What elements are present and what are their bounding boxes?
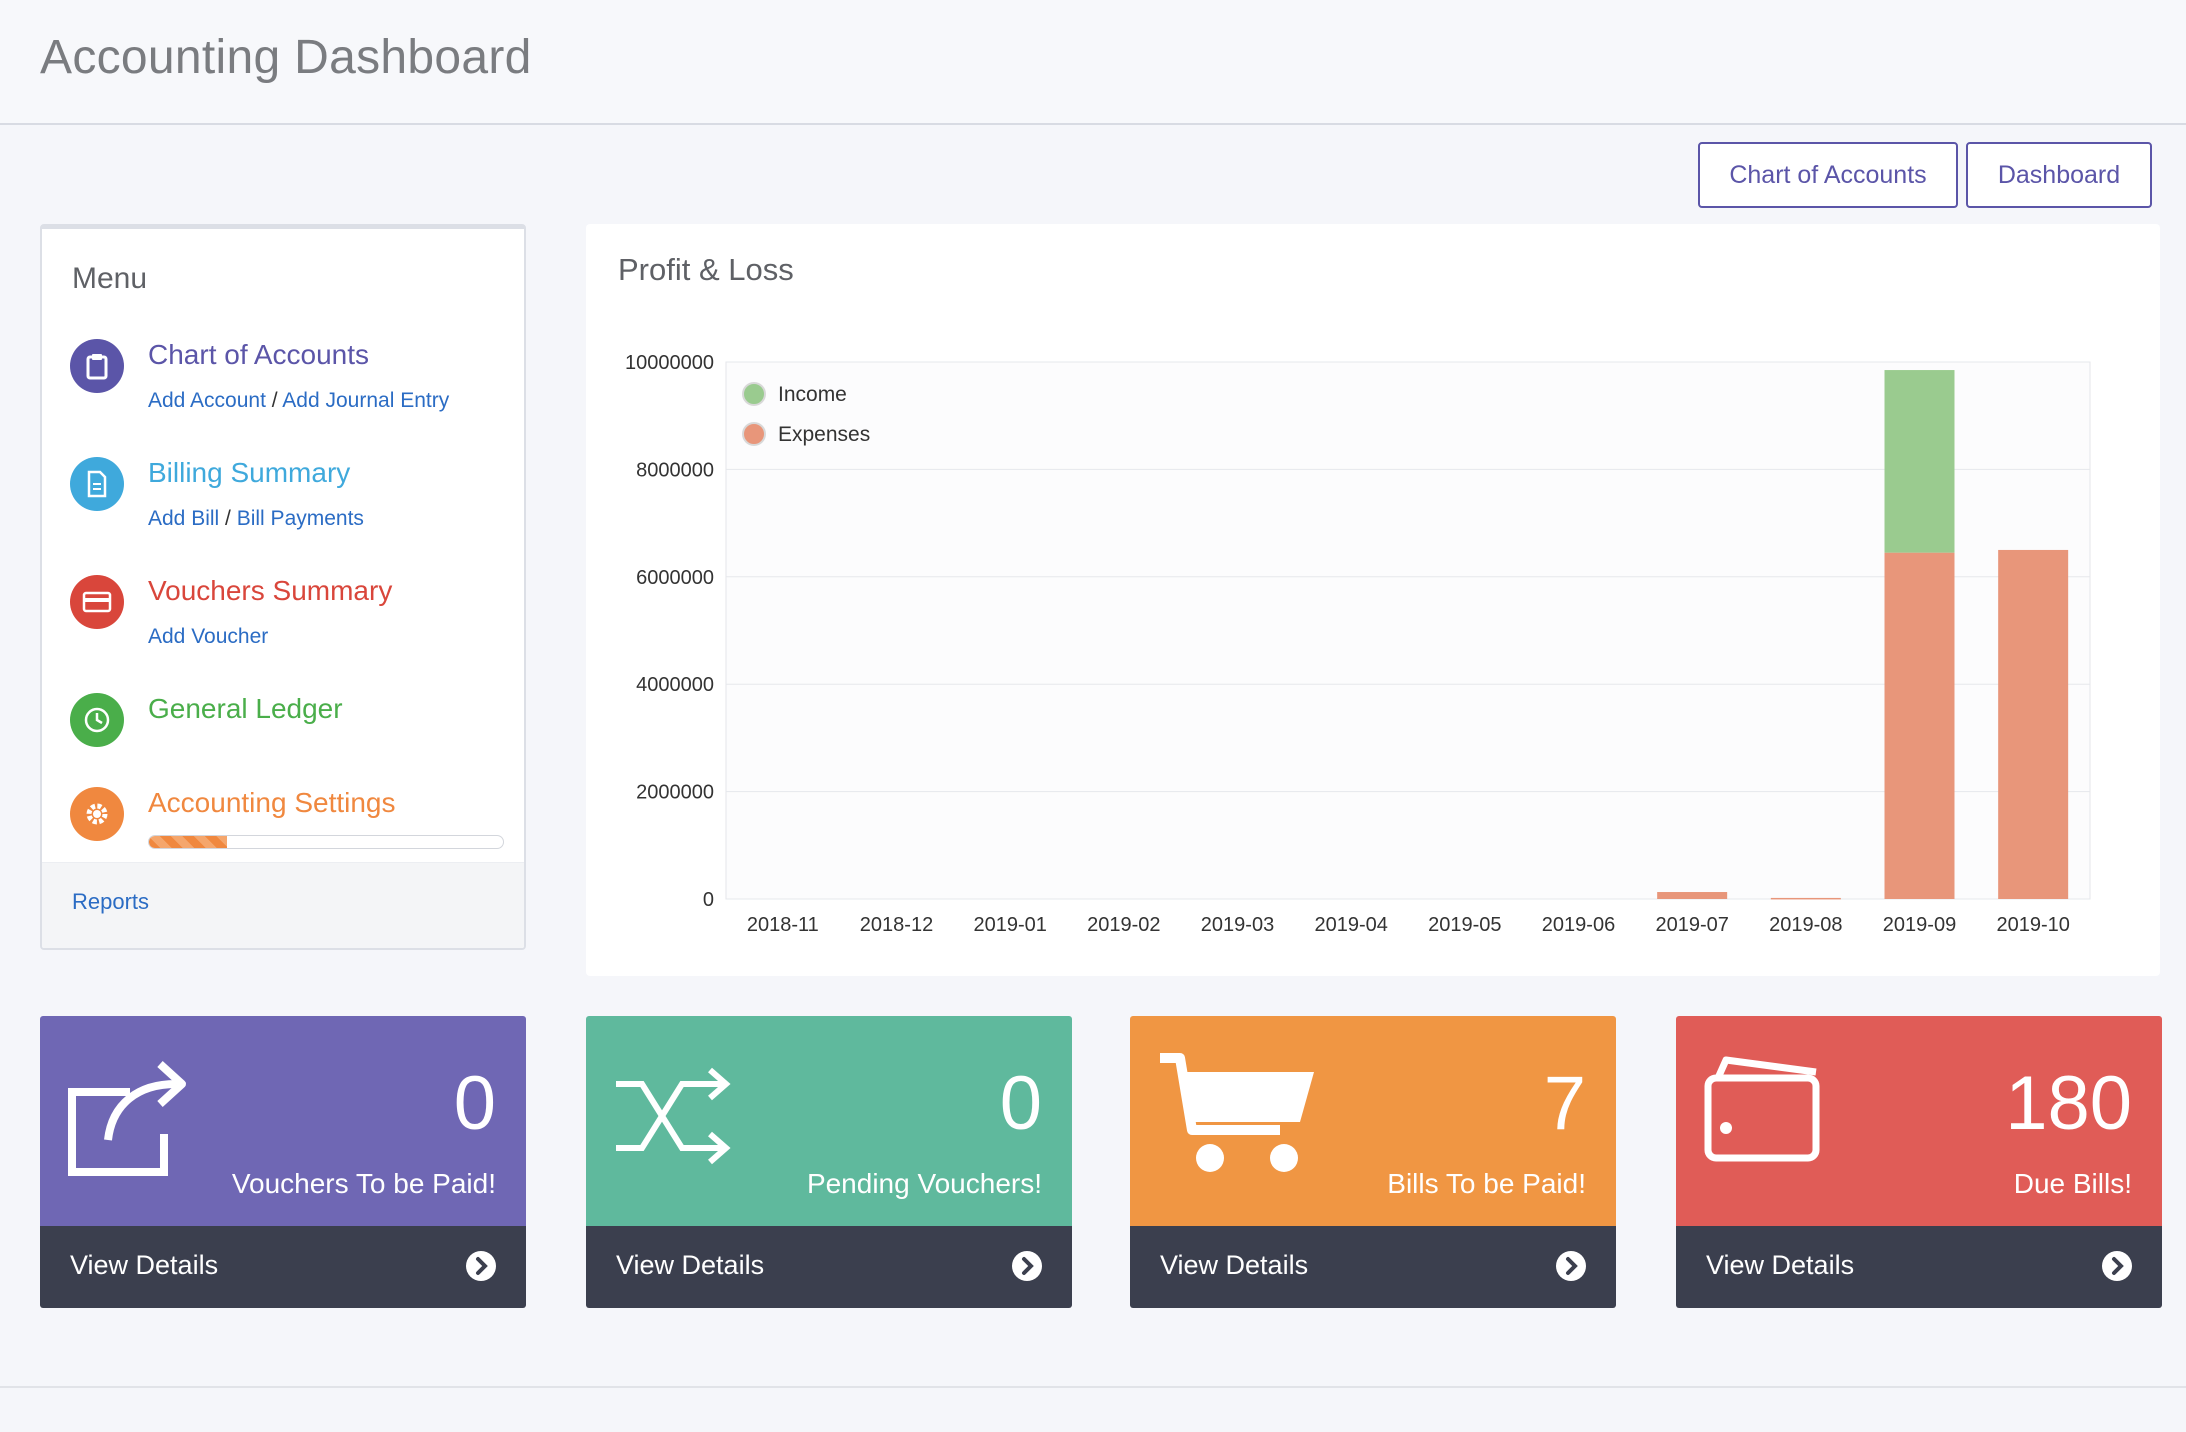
y-tick-label: 2000000 <box>636 782 714 804</box>
x-tick-label: 2018-12 <box>860 914 933 936</box>
shuffle-icon <box>614 1056 734 1181</box>
card-top: 0 Pending Vouchers! <box>586 1016 1072 1226</box>
chart-of-accounts-button[interactable]: Chart of Accounts <box>1698 142 1958 208</box>
credit-card-icon <box>70 575 124 629</box>
billing-summary-link[interactable]: Billing Summary <box>148 457 351 488</box>
profit-loss-chart: 0 2000000 4000000 6000000 8000000 10000000 201… <box>625 352 2091 936</box>
menu-footer: Reports <box>42 862 524 948</box>
wallet-icon <box>1704 1056 1824 1171</box>
y-tick-label: 8000000 <box>636 459 714 481</box>
y-tick-label: 6000000 <box>636 567 714 589</box>
view-details-button[interactable]: View Details <box>40 1226 526 1308</box>
clock-icon <box>70 693 124 747</box>
add-journal-entry-link[interactable]: Add Journal Entry <box>282 389 450 412</box>
view-details-button[interactable]: View Details <box>586 1226 1072 1308</box>
card-value: 7 <box>1543 1061 1586 1146</box>
x-tick-label: 2019-07 <box>1655 914 1728 936</box>
view-details-button[interactable]: View Details <box>1130 1226 1616 1308</box>
bar-expenses <box>1884 552 1955 899</box>
general-ledger-link[interactable]: General Ledger <box>148 693 343 724</box>
menu-sub-links: Add Voucher <box>148 625 268 649</box>
view-details-label: View Details <box>70 1250 219 1280</box>
reports-link[interactable]: Reports <box>72 889 150 914</box>
card-label: Pending Vouchers! <box>806 1168 1042 1199</box>
share-icon <box>68 1056 188 1181</box>
legend-swatch <box>742 422 766 446</box>
dashboard-button[interactable]: Dashboard <box>1966 142 2152 208</box>
card-label: Vouchers To be Paid! <box>231 1168 496 1199</box>
x-tick-label: 2019-04 <box>1314 914 1387 936</box>
add-bill-link[interactable]: Add Bill <box>148 507 220 530</box>
x-tick-label: 2019-09 <box>1883 914 1956 936</box>
vouchers-to-be-paid-card: 0 Vouchers To be Paid! View Details <box>40 1016 526 1308</box>
chevron-right-icon <box>1012 1251 1042 1281</box>
chart-title: Profit & Loss <box>618 252 794 287</box>
add-account-link[interactable]: Add Account <box>148 389 266 412</box>
progress-fill <box>149 836 227 848</box>
footer-divider <box>0 1386 2186 1388</box>
pending-vouchers-card: 0 Pending Vouchers! View Details <box>586 1016 1072 1308</box>
x-tick-label: 2019-02 <box>1087 914 1160 936</box>
card-label: Due Bills! <box>2013 1168 2132 1199</box>
plot-area <box>725 361 2091 900</box>
link-separator: / <box>271 389 283 412</box>
link-separator: / <box>225 507 237 530</box>
shopping-cart-icon <box>1158 1050 1318 1185</box>
profit-loss-panel: Profit & Loss 0 2000000 4000000 6000000 8000… <box>586 224 2160 976</box>
x-tick-label: 2019-01 <box>973 914 1046 936</box>
page-title: Accounting Dashboard <box>40 31 532 84</box>
bar-expenses <box>1998 549 2069 899</box>
due-bills-card: 180 Due Bills! View Details <box>1676 1016 2162 1308</box>
clipboard-icon <box>70 339 124 393</box>
x-tick-label: 2019-03 <box>1201 914 1274 936</box>
legend-label: Expenses <box>778 423 870 446</box>
card-top: 0 Vouchers To be Paid! <box>40 1016 526 1226</box>
card-value: 0 <box>453 1061 496 1146</box>
card-top: 7 Bills To be Paid! <box>1130 1016 1616 1226</box>
view-details-label: View Details <box>1160 1250 1309 1280</box>
card-value: 0 <box>999 1061 1042 1146</box>
x-tick-label: 2019-06 <box>1542 914 1615 936</box>
bill-payments-link[interactable]: Bill Payments <box>236 507 364 530</box>
gear-icon <box>70 787 124 841</box>
chevron-right-icon <box>1556 1251 1586 1281</box>
legend-swatch <box>742 382 766 406</box>
menu-sub-links: Add Bill / Bill Payments <box>148 507 364 531</box>
x-tick-label: 2019-05 <box>1428 914 1501 936</box>
legend-label: Income <box>778 383 847 406</box>
chevron-right-icon <box>466 1251 496 1281</box>
x-tick-label: 2019-08 <box>1769 914 1842 936</box>
page-header: Accounting Dashboard <box>0 0 2186 125</box>
document-icon <box>70 457 124 511</box>
y-tick-label: 4000000 <box>636 674 714 696</box>
card-value: 180 <box>2005 1061 2132 1146</box>
settings-progress-bar <box>148 835 504 849</box>
card-label: Bills To be Paid! <box>1387 1168 1586 1199</box>
y-tick-label: 10000000 <box>625 352 714 374</box>
chart-of-accounts-link[interactable]: Chart of Accounts <box>148 339 370 370</box>
bar-expenses <box>1770 897 1841 900</box>
bar-income <box>1884 370 1955 553</box>
bills-to-be-paid-card: 7 Bills To be Paid! View Details <box>1130 1016 1616 1308</box>
view-details-label: View Details <box>616 1250 765 1280</box>
card-top: 180 Due Bills! <box>1676 1016 2162 1226</box>
y-tick-label: 0 <box>703 889 714 911</box>
chevron-right-icon <box>2102 1251 2132 1281</box>
vouchers-summary-link[interactable]: Vouchers Summary <box>148 575 393 606</box>
x-tick-label: 2018-11 <box>747 914 819 936</box>
x-tick-label: 2019-10 <box>1996 914 2069 936</box>
view-details-button[interactable]: View Details <box>1676 1226 2162 1308</box>
add-voucher-link[interactable]: Add Voucher <box>148 625 269 648</box>
accounting-settings-link[interactable]: Accounting Settings <box>148 787 396 818</box>
bar-expenses <box>1657 892 1728 899</box>
view-details-label: View Details <box>1706 1250 1855 1280</box>
menu-panel: Menu Chart of Accounts Add Account / Add… <box>40 224 526 950</box>
menu-heading: Menu <box>72 262 148 295</box>
menu-sub-links: Add Account / Add Journal Entry <box>148 389 449 413</box>
